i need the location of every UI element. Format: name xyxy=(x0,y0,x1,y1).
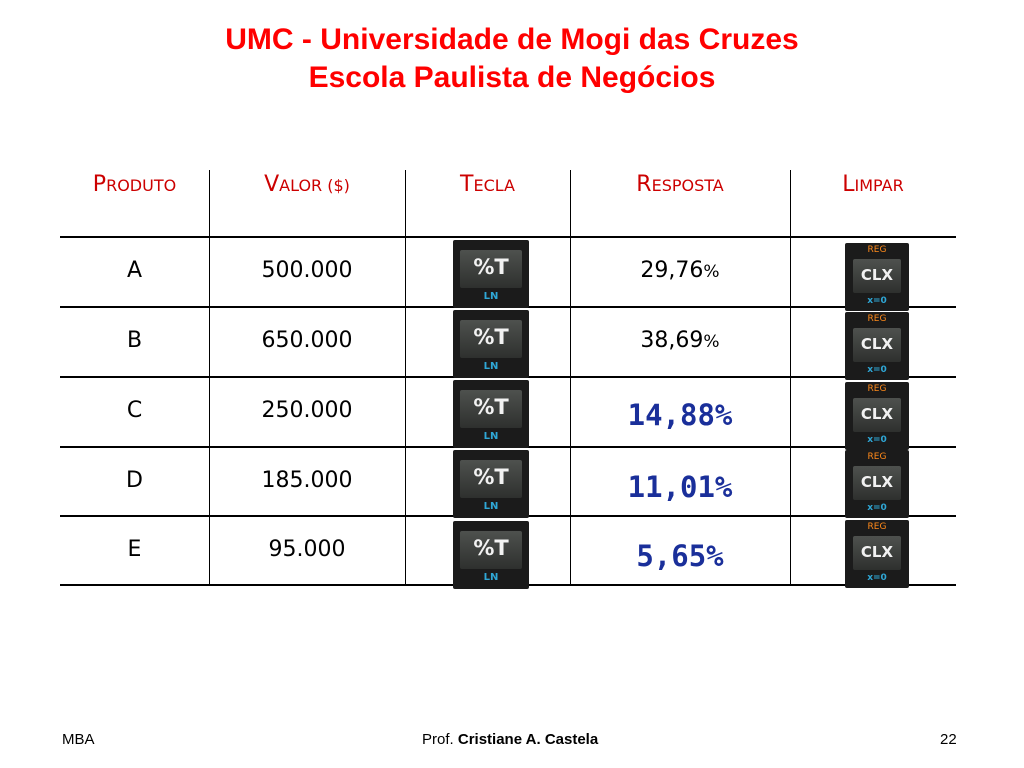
percent-total-key-icon: %T LN xyxy=(453,521,529,589)
page-number: 22 xyxy=(940,731,957,748)
header-produto: PRODUTO xyxy=(60,170,209,200)
cell-produto: D xyxy=(126,468,143,493)
cell-valor: 250.000 xyxy=(261,398,353,423)
footer-center: Prof. Cristiane A. Castela xyxy=(422,731,598,748)
table-column-rule xyxy=(570,170,571,585)
key-sub-label: x=0 xyxy=(867,573,887,583)
footer-left: MBA xyxy=(62,731,95,748)
header-rest: IMPAR xyxy=(854,176,904,195)
cell-produto: A xyxy=(126,258,143,283)
key-main-label: %T xyxy=(460,250,522,288)
key-main-label: CLX xyxy=(853,328,901,362)
cell-valor: 95.000 xyxy=(268,537,346,562)
clx-key-icon: REG CLX x=0 xyxy=(845,520,909,588)
header-initial: V xyxy=(264,172,280,197)
percent-total-key-icon: %T LN xyxy=(453,240,529,308)
header-rest: ECLA xyxy=(473,176,515,195)
header-rest: RODUTO xyxy=(106,176,177,195)
key-sub-label: LN xyxy=(483,291,499,302)
clx-key-icon: REG CLX x=0 xyxy=(845,450,909,518)
key-sub-label: x=0 xyxy=(867,503,887,513)
table-column-rule xyxy=(405,170,406,585)
percent-total-key-icon: %T LN xyxy=(453,380,529,448)
clx-key-icon: REG CLX x=0 xyxy=(845,312,909,380)
slide-title-line1: UMC - Universidade de Mogi das Cruzes xyxy=(225,23,799,56)
key-top-label: REG xyxy=(867,314,887,324)
header-rest: ALOR ($) xyxy=(279,176,350,195)
header-initial: P xyxy=(92,172,107,197)
key-main-label: %T xyxy=(460,460,522,498)
table-column-rule xyxy=(790,170,791,585)
cell-valor: 185.000 xyxy=(261,468,353,493)
cell-resposta: 29,76% xyxy=(570,237,790,305)
key-main-label: %T xyxy=(460,390,522,428)
header-initial: L xyxy=(842,172,855,197)
resposta-percent: % xyxy=(703,332,720,352)
key-top-label: REG xyxy=(867,245,887,255)
percent-total-key-icon: %T LN xyxy=(453,310,529,378)
key-main-label: %T xyxy=(460,531,522,569)
header-resposta: RESPOSTA xyxy=(570,170,790,200)
cell-produto: E xyxy=(127,537,142,562)
key-sub-label: LN xyxy=(483,361,499,372)
key-sub-label: x=0 xyxy=(867,296,887,306)
key-main-label: CLX xyxy=(853,536,901,570)
key-sub-label: LN xyxy=(483,572,499,583)
header-tecla: TECLA xyxy=(405,170,570,200)
key-top-label: REG xyxy=(867,522,887,532)
percent-total-key-icon: %T LN xyxy=(453,450,529,518)
key-sub-label: x=0 xyxy=(867,435,887,445)
header-initial: R xyxy=(636,172,652,197)
cell-produto: C xyxy=(126,398,143,423)
cell-valor: 650.000 xyxy=(261,328,353,353)
key-main-label: %T xyxy=(460,320,522,358)
header-initial: T xyxy=(460,172,474,197)
key-top-label: REG xyxy=(867,452,887,462)
resposta-value: 29,76 xyxy=(640,258,704,283)
cell-resposta-highlight: 5,65% xyxy=(636,539,724,573)
cell-resposta-highlight: 14,88% xyxy=(627,398,733,432)
key-main-label: CLX xyxy=(853,466,901,500)
clx-key-icon: REG CLX x=0 xyxy=(845,382,909,450)
header-rest: ESPOSTA xyxy=(651,176,724,195)
footer-author: Cristiane A. Castela xyxy=(457,731,599,748)
key-top-label: REG xyxy=(867,384,887,394)
cell-resposta: 38,69% xyxy=(570,307,790,375)
table-column-rule xyxy=(209,170,210,585)
table-header-rule xyxy=(60,236,956,238)
key-main-label: CLX xyxy=(853,398,901,432)
key-sub-label: x=0 xyxy=(867,365,887,375)
key-main-label: CLX xyxy=(853,259,901,293)
cell-resposta-highlight: 11,01% xyxy=(627,470,733,504)
clx-key-icon: REG CLX x=0 xyxy=(845,243,909,311)
cell-produto: B xyxy=(126,328,143,353)
header-limpar: LIMPAR xyxy=(790,170,956,200)
header-valor: VALOR ($) xyxy=(209,170,405,200)
resposta-percent: % xyxy=(703,262,720,282)
footer-prefix: Prof. xyxy=(422,731,454,748)
resposta-value: 38,69 xyxy=(640,328,704,353)
key-sub-label: LN xyxy=(483,501,499,512)
cell-valor: 500.000 xyxy=(261,258,353,283)
slide-title-line2: Escola Paulista de Negócios xyxy=(308,61,716,94)
key-sub-label: LN xyxy=(483,431,499,442)
